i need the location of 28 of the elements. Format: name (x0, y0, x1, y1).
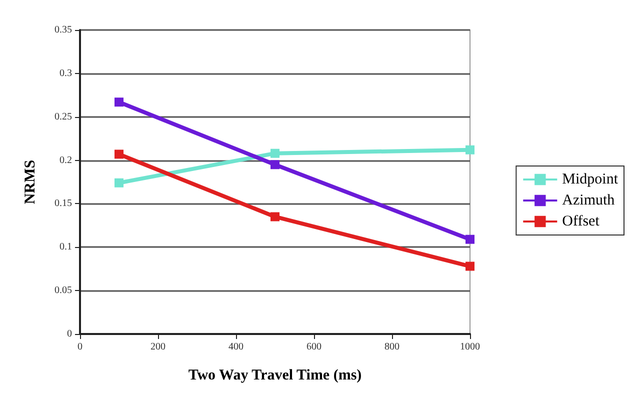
point (270, 160, 280, 170)
point (114, 150, 124, 159)
y-tick-label: 0.35 (54, 24, 72, 36)
y-tick-label: 0.2 (60, 154, 72, 166)
y-tick-label: 0 (67, 328, 72, 340)
point (270, 212, 280, 222)
point (114, 178, 124, 188)
legend-label: Midpoint (562, 172, 619, 188)
legend-label: Offset (562, 214, 600, 230)
point (114, 98, 124, 107)
y-axis-title: NRMS (22, 160, 38, 204)
point (466, 145, 474, 154)
x-tick-label: 200 (150, 342, 166, 352)
x-tick-label: 1000 (460, 342, 480, 352)
y-tick-label: 0.1 (60, 242, 72, 253)
x-tick-label: 600 (306, 342, 322, 352)
point (466, 262, 474, 271)
x-tick-label: 800 (384, 342, 400, 352)
y-tick-label: 0.15 (54, 198, 72, 210)
point (466, 234, 474, 244)
y-tick-label: 0.05 (54, 285, 72, 296)
x-tick-label: 400 (228, 342, 244, 352)
legend-label: Azimuth (562, 192, 616, 208)
y-tick-label: 0.3 (60, 68, 72, 79)
y-tick-label: 0.25 (54, 111, 72, 122)
x-tick-label: 0 (78, 342, 82, 352)
x-axis-title: Two Way Travel Time (ms) (188, 368, 362, 384)
point (270, 148, 280, 158)
